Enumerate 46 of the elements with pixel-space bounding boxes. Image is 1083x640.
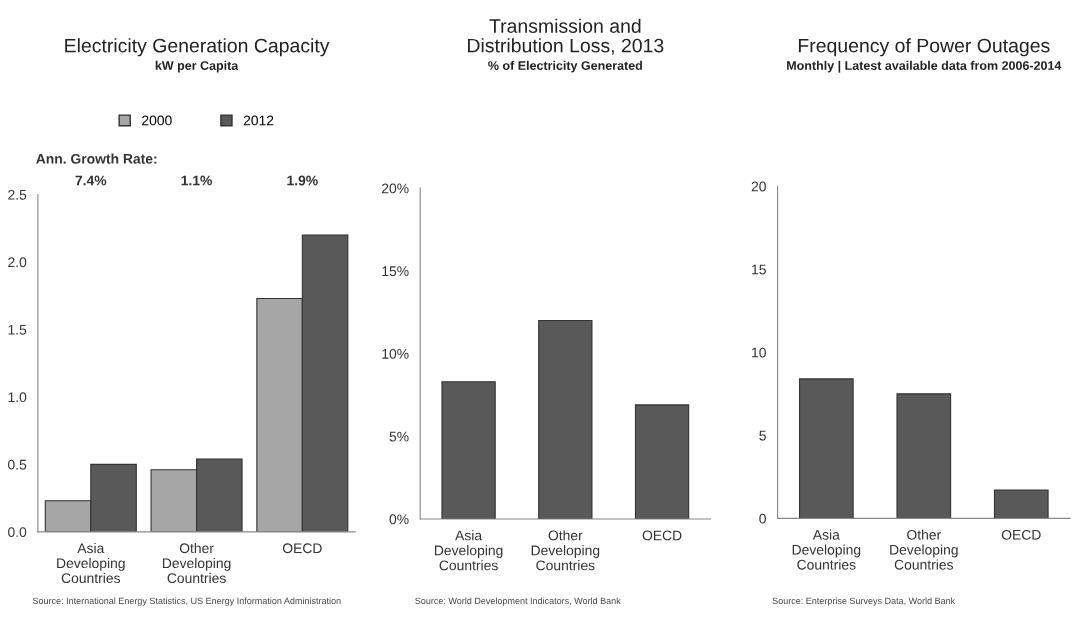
text: 7.4% [75, 175, 107, 186]
legend-label: 2000 [142, 115, 172, 126]
y-tick-label: 0% [389, 514, 409, 525]
y-tick-label: 15 [752, 264, 766, 275]
text: 1.9% [287, 175, 318, 186]
y-tick-label: 5% [389, 431, 409, 442]
x-tick-label: OECD [282, 543, 322, 554]
x-tick-label: Other Developing Countries [531, 530, 600, 571]
chart-title: Frequency of Power Outages [798, 38, 1050, 57]
chart-subtitle: kW per Capita [155, 60, 239, 73]
x-tick-label: Asia Developing Countries [57, 542, 125, 584]
x-tick-label: Asia Developing Countries [434, 530, 503, 571]
x-tick-label: OECD [642, 530, 682, 541]
y-tick-label: 0.5 [8, 459, 27, 470]
x-tick-label: OECD [1001, 529, 1041, 540]
x-tick-label: Asia Developing Countries [792, 529, 861, 570]
bar [441, 381, 496, 520]
x-tick-label: Other Developing Countries [162, 542, 231, 584]
y-tick-label: 10 [752, 347, 766, 358]
bar [896, 393, 952, 519]
y-tick-label: 2.0 [8, 257, 27, 268]
source-note: Source: International Energy Statistics, US Energy Information Administration [32, 597, 341, 606]
y-tick-label: 1.5 [8, 324, 27, 335]
source-note: Source: World Development Indicators, World Bank [415, 597, 621, 606]
bar [798, 378, 854, 519]
bar [538, 319, 593, 520]
y-tick-label: 10% [382, 348, 409, 359]
y-tick-label: 1.0 [8, 392, 27, 403]
chart-subtitle: % of Electricity Generated [488, 60, 642, 73]
text: 1.1% [181, 175, 213, 186]
chart-title: Transmission and Distribution Loss, 2013 [468, 18, 664, 55]
text: Ann. Growth Rate: [36, 153, 157, 164]
chart-subtitle: Monthly | Latest available data from 2006-2014 [787, 60, 1062, 73]
x-tick-label: Other Developing Countries [890, 529, 958, 570]
legend-label: 2012 [243, 115, 274, 126]
y-tick-label: 5 [759, 430, 766, 441]
y-tick-label: 20 [751, 181, 766, 192]
y-tick-label: 0 [759, 513, 766, 524]
y-tick-label: 2.5 [8, 189, 27, 200]
bar [634, 404, 690, 520]
y-tick-label: 0.0 [8, 527, 27, 538]
source-note: Source: Enterprise Surveys Data, World Bank [772, 597, 956, 606]
y-tick-label: 20% [381, 183, 409, 194]
bar [993, 489, 1049, 519]
y-tick-label: 15% [382, 266, 409, 277]
chart-title: Electricity Generation Capacity [65, 38, 330, 57]
